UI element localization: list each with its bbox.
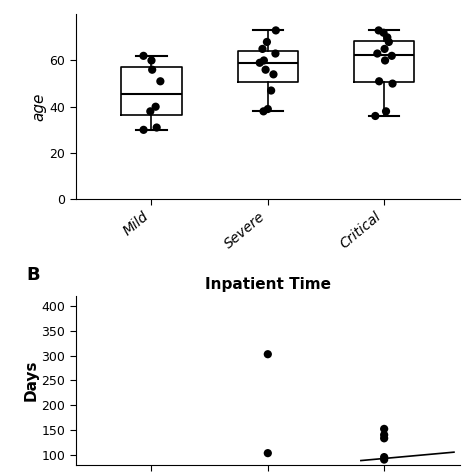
Point bbox=[140, 52, 147, 60]
Point bbox=[380, 425, 388, 433]
Point bbox=[140, 126, 147, 134]
Point bbox=[381, 45, 388, 53]
Point bbox=[148, 57, 155, 64]
Text: B: B bbox=[26, 266, 39, 284]
Point bbox=[388, 52, 396, 60]
Point bbox=[272, 27, 280, 34]
Point bbox=[375, 77, 383, 85]
Point bbox=[263, 38, 271, 46]
Point bbox=[256, 59, 264, 66]
Point bbox=[270, 71, 277, 78]
Point bbox=[264, 449, 272, 457]
Point bbox=[146, 108, 154, 115]
Point bbox=[380, 29, 387, 36]
Point bbox=[272, 50, 279, 57]
Y-axis label: Days: Days bbox=[24, 360, 39, 401]
Point bbox=[385, 38, 392, 46]
Point bbox=[264, 350, 272, 358]
Point bbox=[389, 80, 396, 87]
Point bbox=[375, 27, 383, 34]
Point bbox=[382, 108, 390, 115]
Point bbox=[383, 34, 391, 41]
Point bbox=[380, 431, 388, 438]
Point bbox=[380, 453, 388, 461]
Point bbox=[260, 57, 268, 64]
Point bbox=[380, 456, 388, 464]
Point bbox=[148, 66, 156, 73]
Point bbox=[152, 103, 159, 110]
Point bbox=[372, 112, 379, 120]
Point bbox=[374, 50, 381, 57]
Point bbox=[259, 45, 266, 53]
Y-axis label: age: age bbox=[32, 92, 47, 121]
Title: Inpatient Time: Inpatient Time bbox=[205, 277, 331, 292]
Point bbox=[156, 77, 164, 85]
Point bbox=[381, 57, 389, 64]
Point bbox=[264, 105, 272, 113]
Point bbox=[267, 87, 275, 94]
Point bbox=[262, 66, 269, 73]
Point bbox=[153, 124, 161, 131]
Point bbox=[380, 435, 388, 442]
Point bbox=[260, 108, 267, 115]
